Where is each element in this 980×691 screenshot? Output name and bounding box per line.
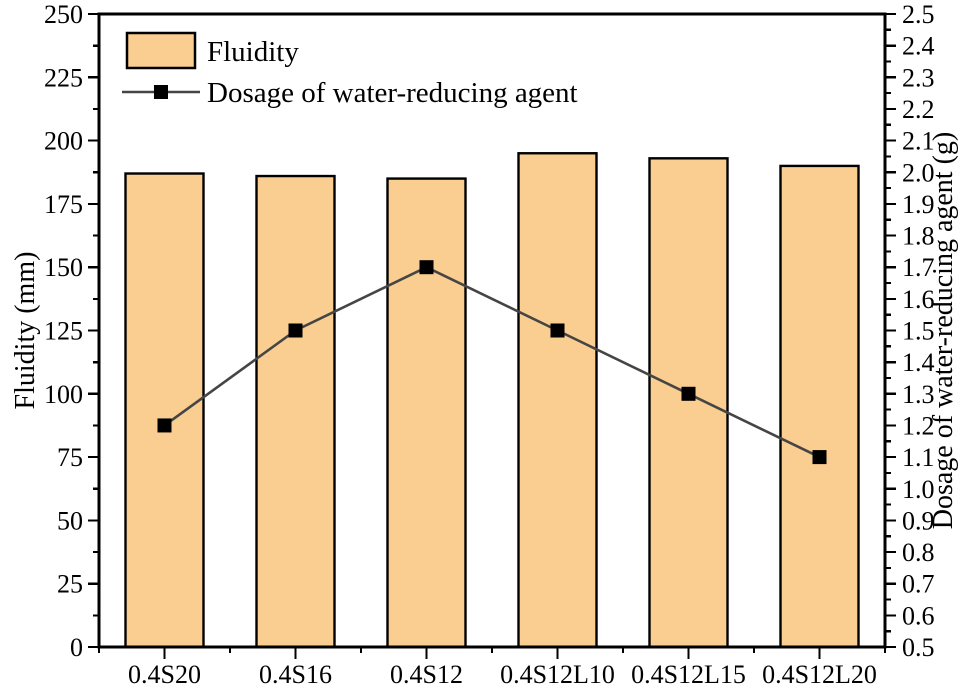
y-left-tick-label: 250: [44, 0, 83, 29]
y-right-tick-label: 1.9: [902, 190, 935, 219]
y-right-tick-label: 2.1: [902, 127, 935, 156]
y-right-tick-label: 1.7: [902, 253, 935, 282]
y-right-tick-label: 1.0: [902, 475, 935, 504]
x-tick-label-0.4S20: 0.4S20: [128, 660, 201, 689]
y-left-tick-label: 225: [44, 63, 83, 92]
legend-dosage-label: Dosage of water-reducing agent: [207, 77, 578, 109]
y-right-tick-label: 1.2: [902, 411, 935, 440]
x-tick-label-0.4S16: 0.4S16: [259, 660, 332, 689]
y-right-tick-label: 1.8: [902, 222, 935, 251]
bar-0.4S12L10: [517, 152, 598, 649]
y-right-axis-title: Dosage of water-reducing agent (g): [928, 132, 959, 529]
legend-dosage-marker: [154, 85, 168, 99]
y-right-tick-label: 1.6: [902, 285, 935, 314]
y-right-tick-label: 0.6: [902, 601, 935, 630]
y-right-tick-label: 1.3: [902, 380, 935, 409]
bar-0.4S12L15: [648, 157, 729, 649]
y-left-tick-label: 50: [57, 506, 83, 535]
y-right-tick-label: 2.0: [902, 158, 935, 187]
y-right-tick-label: 2.5: [902, 0, 935, 29]
y-left-tick-label: 175: [44, 190, 83, 219]
y-right-tick-label: 1.4: [902, 348, 935, 377]
dosage-marker-0.4S16: [288, 323, 303, 338]
x-tick-label-0.4S12L10: 0.4S12L10: [500, 660, 615, 689]
legend-fluidity-label: Fluidity: [207, 36, 299, 68]
dosage-marker-0.4S12: [419, 260, 434, 275]
y-right-tick-label: 2.3: [902, 63, 935, 92]
y-right-tick-label: 1.5: [902, 317, 935, 346]
y-right-tick-label: 0.7: [902, 570, 935, 599]
dosage-line: [163, 265, 821, 459]
legend-fluidity-swatch: [125, 31, 197, 70]
y-left-tick-label: 75: [57, 443, 83, 472]
dosage-marker-0.4S12L15: [681, 386, 696, 401]
dosage-marker-0.4S12L20: [812, 450, 827, 465]
dosage-marker-0.4S12L10: [550, 323, 565, 338]
bar-0.4S12L20: [779, 164, 860, 649]
bar-0.4S16: [255, 174, 336, 649]
y-left-tick-label: 150: [44, 253, 83, 282]
y-right-tick-label: 1.1: [902, 443, 935, 472]
y-left-tick-label: 200: [44, 127, 83, 156]
y-left-tick-label: 0: [70, 633, 83, 662]
y-right-tick-label: 0.8: [902, 538, 935, 567]
bar-0.4S20: [124, 172, 205, 649]
x-tick-label-0.4S12L20: 0.4S12L20: [762, 660, 877, 689]
x-tick-label-0.4S12L15: 0.4S12L15: [631, 660, 746, 689]
y-left-tick-label: 125: [44, 317, 83, 346]
y-left-axis-title: Fluidity (mm): [10, 252, 41, 410]
y-right-tick-label: 0.9: [902, 506, 935, 535]
y-right-tick-label: 2.4: [902, 32, 935, 61]
bar-0.4S12: [386, 177, 467, 649]
y-left-tick-label: 100: [44, 380, 83, 409]
y-right-tick-label: 2.2: [902, 95, 935, 124]
y-left-tick-label: 25: [57, 570, 83, 599]
x-tick-label-0.4S12: 0.4S12: [390, 660, 463, 689]
y-right-tick-label: 0.5: [902, 633, 935, 662]
dosage-marker-0.4S20: [157, 418, 172, 433]
